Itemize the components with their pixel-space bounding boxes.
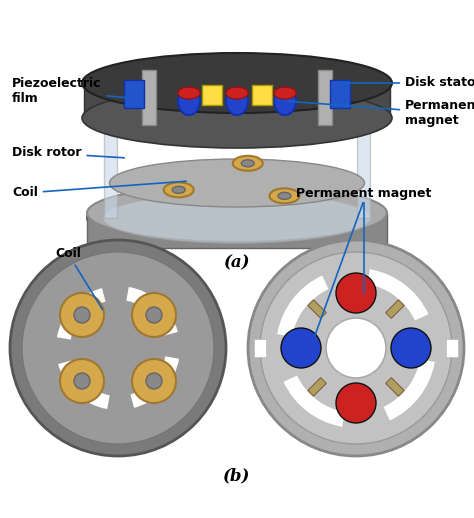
Circle shape [132, 359, 176, 403]
FancyBboxPatch shape [254, 339, 266, 357]
Ellipse shape [109, 159, 365, 207]
Ellipse shape [241, 160, 254, 167]
Ellipse shape [178, 87, 200, 99]
Text: (b): (b) [223, 468, 251, 484]
Wedge shape [57, 288, 106, 340]
Circle shape [146, 307, 162, 323]
Circle shape [74, 307, 90, 323]
Circle shape [281, 328, 321, 368]
Ellipse shape [82, 53, 392, 113]
Ellipse shape [87, 184, 387, 242]
Circle shape [248, 240, 464, 456]
Ellipse shape [274, 87, 296, 99]
Circle shape [132, 293, 176, 337]
FancyBboxPatch shape [330, 80, 350, 108]
FancyBboxPatch shape [446, 339, 458, 357]
Circle shape [391, 328, 431, 368]
Ellipse shape [87, 189, 387, 247]
Text: Disk rotor: Disk rotor [12, 147, 124, 160]
Polygon shape [386, 378, 404, 396]
Ellipse shape [164, 182, 194, 197]
Circle shape [336, 273, 376, 313]
Wedge shape [277, 276, 328, 337]
Circle shape [326, 318, 386, 378]
Circle shape [74, 373, 90, 389]
Ellipse shape [278, 192, 291, 199]
FancyBboxPatch shape [252, 85, 272, 105]
Text: Coil: Coil [55, 247, 102, 310]
FancyBboxPatch shape [202, 85, 222, 105]
Ellipse shape [270, 189, 300, 204]
Circle shape [60, 293, 104, 337]
Ellipse shape [226, 87, 248, 115]
Ellipse shape [226, 87, 248, 99]
Wedge shape [130, 356, 179, 408]
Wedge shape [58, 361, 109, 409]
Text: Permanent
magnet: Permanent magnet [288, 99, 474, 127]
Ellipse shape [82, 88, 392, 148]
FancyBboxPatch shape [357, 118, 370, 218]
Polygon shape [308, 378, 326, 396]
Text: (a): (a) [224, 254, 250, 271]
Ellipse shape [103, 93, 371, 143]
Ellipse shape [178, 87, 200, 115]
FancyBboxPatch shape [84, 83, 390, 118]
Circle shape [146, 373, 162, 389]
FancyBboxPatch shape [87, 213, 387, 248]
Ellipse shape [233, 156, 263, 171]
Circle shape [60, 359, 104, 403]
Ellipse shape [274, 87, 296, 115]
Wedge shape [283, 376, 345, 427]
Ellipse shape [103, 193, 371, 243]
Text: Coil: Coil [12, 181, 186, 199]
Wedge shape [383, 359, 435, 421]
Text: Permanent magnet: Permanent magnet [296, 187, 432, 200]
Polygon shape [386, 300, 404, 318]
Wedge shape [127, 287, 178, 336]
FancyBboxPatch shape [124, 80, 144, 108]
Circle shape [10, 240, 226, 456]
Circle shape [336, 383, 376, 423]
FancyBboxPatch shape [142, 70, 156, 125]
Text: Piezoelectric
film: Piezoelectric film [12, 77, 126, 105]
Circle shape [260, 252, 452, 444]
Circle shape [22, 252, 214, 444]
Ellipse shape [172, 186, 185, 193]
FancyBboxPatch shape [104, 118, 117, 218]
FancyBboxPatch shape [318, 70, 332, 125]
Polygon shape [308, 300, 326, 318]
Wedge shape [367, 269, 428, 321]
Text: Disk stator: Disk stator [340, 77, 474, 90]
